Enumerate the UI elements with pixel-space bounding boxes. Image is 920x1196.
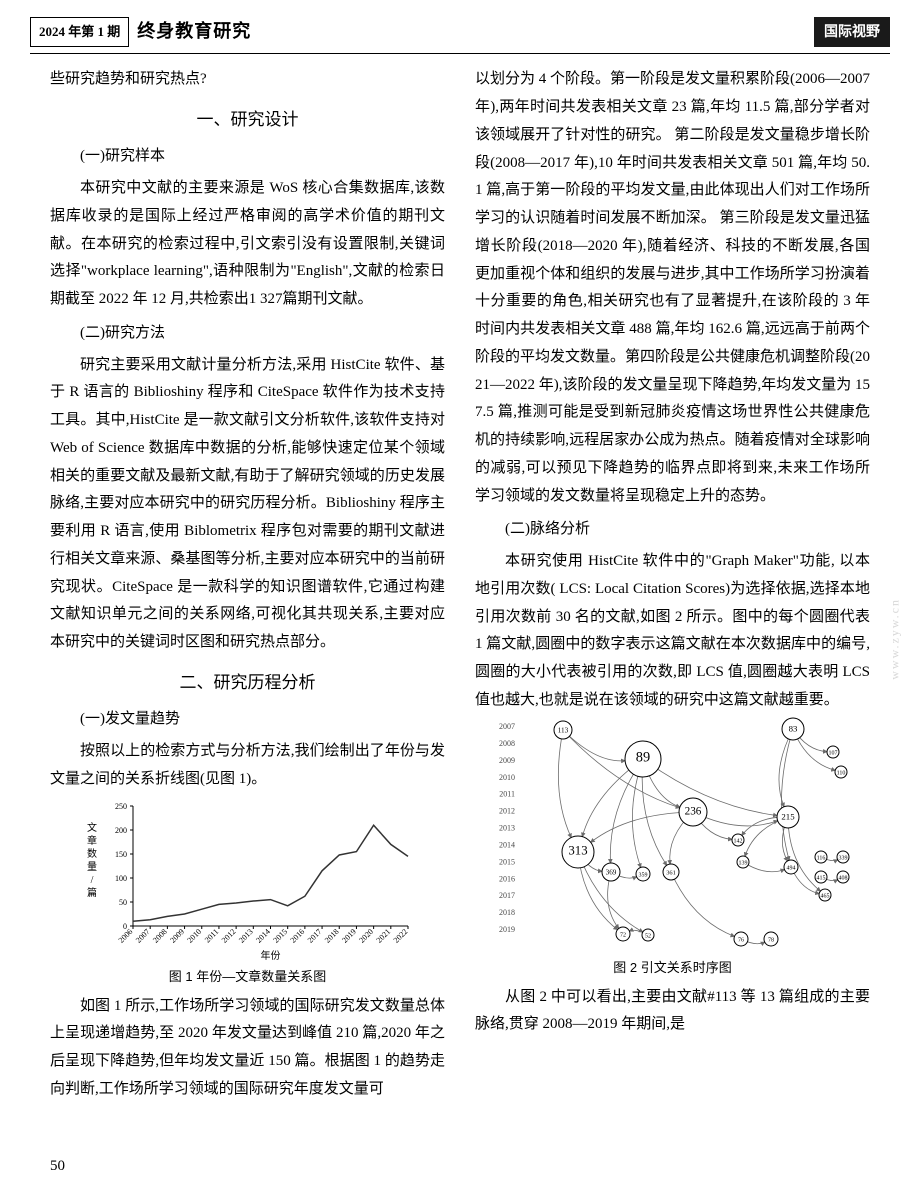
svg-text:142: 142	[733, 838, 742, 844]
figure-1-chart: 0501001502002502006200720082009201020112…	[78, 796, 418, 961]
svg-text:100: 100	[115, 874, 127, 883]
svg-text:2013: 2013	[237, 927, 255, 945]
svg-text:2019: 2019	[499, 925, 515, 934]
svg-text:236: 236	[684, 805, 701, 817]
svg-text:2018: 2018	[322, 927, 340, 945]
para-context: 本研究使用 HistCite 软件中的"Graph Maker"功能, 以本地引…	[475, 548, 870, 715]
subheading-method: (二)研究方法	[50, 320, 445, 348]
svg-text:2011: 2011	[499, 789, 515, 798]
svg-text:89: 89	[635, 749, 649, 765]
svg-text:78: 78	[768, 937, 774, 943]
svg-text:200: 200	[115, 826, 127, 835]
right-column: 以划分为 4 个阶段。第一阶段是发文量积累阶段(2006—2007 年),两年时…	[475, 66, 870, 1103]
svg-text:2020: 2020	[357, 927, 375, 945]
page-number: 50	[50, 1153, 65, 1181]
header-left: 2024 年第 1 期 终身教育研究	[30, 15, 251, 48]
svg-text:2007: 2007	[499, 722, 515, 731]
figure-2-chart: 2007 2008 2009 2010 2011 2012 2013 2014 2015 2016…	[493, 717, 853, 952]
svg-text:2006: 2006	[116, 927, 134, 945]
svg-text:76: 76	[738, 937, 744, 943]
svg-text:465: 465	[820, 893, 829, 899]
svg-text:2012: 2012	[499, 806, 515, 815]
figure-2-caption: 图 2 引文关系时序图	[475, 956, 870, 980]
svg-text:107: 107	[828, 750, 837, 756]
svg-text:139: 139	[738, 860, 747, 866]
subheading-context: (二)脉络分析	[475, 516, 870, 544]
svg-text:215: 215	[781, 811, 795, 821]
svg-text:2015: 2015	[271, 927, 289, 945]
para-stages: 以划分为 4 个阶段。第一阶段是发文量积累阶段(2006—2007 年),两年时…	[475, 66, 870, 510]
journal-title: 终身教育研究	[137, 15, 251, 48]
svg-text:2010: 2010	[499, 772, 515, 781]
svg-text:2009: 2009	[168, 927, 186, 945]
svg-text:339: 339	[838, 855, 847, 861]
svg-text:2007: 2007	[133, 927, 151, 945]
svg-text:2018: 2018	[499, 908, 515, 917]
svg-text:量: 量	[87, 861, 97, 873]
svg-text:415: 415	[816, 875, 825, 881]
svg-text:2014: 2014	[499, 840, 515, 849]
svg-text:章: 章	[87, 834, 97, 847]
svg-text:年份: 年份	[260, 949, 280, 961]
svg-text:2008: 2008	[151, 927, 169, 945]
svg-text:2013: 2013	[499, 823, 515, 832]
svg-text:369: 369	[605, 868, 616, 876]
heading-2: 二、研究历程分析	[50, 667, 445, 698]
svg-text:文: 文	[87, 821, 97, 834]
svg-text:2016: 2016	[499, 874, 515, 883]
svg-text:2019: 2019	[340, 927, 358, 945]
svg-text:83: 83	[788, 723, 797, 733]
para-context-2: 从图 2 中可以看出,主要由文献#113 等 13 篇组成的主要脉络,贯穿 20…	[475, 984, 870, 1040]
subheading-trend: (一)发文量趋势	[50, 706, 445, 734]
svg-text:数: 数	[87, 847, 97, 860]
intro-fragment: 些研究趋势和研究热点?	[50, 66, 445, 94]
svg-text:2015: 2015	[499, 857, 515, 866]
svg-text:150: 150	[115, 850, 127, 859]
svg-text:2017: 2017	[305, 927, 323, 945]
heading-1: 一、研究设计	[50, 104, 445, 135]
svg-text:110: 110	[836, 770, 845, 776]
svg-text:2009: 2009	[499, 755, 515, 764]
issue-label: 2024 年第 1 期	[30, 17, 129, 47]
left-column: 些研究趋势和研究热点? 一、研究设计 (一)研究样本 本研究中文献的主要来源是 …	[50, 66, 445, 1103]
svg-text:494: 494	[786, 865, 795, 871]
svg-text:2014: 2014	[254, 927, 272, 945]
page-header: 2024 年第 1 期 终身教育研究 国际视野	[0, 0, 920, 53]
svg-text:2016: 2016	[288, 927, 306, 945]
section-label: 国际视野	[814, 17, 890, 47]
svg-text:2010: 2010	[185, 927, 203, 945]
content-columns: 些研究趋势和研究热点? 一、研究设计 (一)研究样本 本研究中文献的主要来源是 …	[0, 54, 920, 1103]
svg-text:/: /	[90, 875, 93, 886]
svg-text:116: 116	[816, 855, 825, 861]
svg-text:2017: 2017	[499, 891, 515, 900]
para-trend-intro: 按照以上的检索方式与分析方法,我们绘制出了年份与发文量之间的关系折线图(见图 1…	[50, 738, 445, 794]
svg-text:313: 313	[568, 843, 587, 857]
subheading-sample: (一)研究样本	[50, 143, 445, 171]
svg-text:361: 361	[666, 869, 676, 876]
svg-text:2011: 2011	[202, 927, 219, 944]
para-trend-analysis: 如图 1 所示,工作场所学习领域的国际研究发文数量总体上呈现递增趋势,至 202…	[50, 993, 445, 1104]
svg-text:2021: 2021	[374, 927, 392, 945]
svg-text:408: 408	[838, 875, 847, 881]
para-sample: 本研究中文献的主要来源是 WoS 核心合集数据库,该数据库收录的是国际上经过严格…	[50, 175, 445, 314]
svg-text:2022: 2022	[391, 927, 409, 945]
svg-text:72: 72	[620, 932, 626, 938]
svg-text:2008: 2008	[499, 738, 515, 747]
svg-text:2012: 2012	[219, 927, 237, 945]
svg-text:359: 359	[638, 872, 647, 878]
svg-text:52: 52	[645, 933, 651, 939]
svg-text:50: 50	[119, 898, 127, 907]
para-method: 研究主要采用文献计量分析方法,采用 HistCite 软件、基于 R 语言的 B…	[50, 352, 445, 657]
svg-text:113: 113	[557, 726, 568, 734]
figure-1-caption: 图 1 年份—文章数量关系图	[50, 965, 445, 989]
svg-text:篇: 篇	[87, 886, 97, 899]
svg-text:250: 250	[115, 802, 127, 811]
